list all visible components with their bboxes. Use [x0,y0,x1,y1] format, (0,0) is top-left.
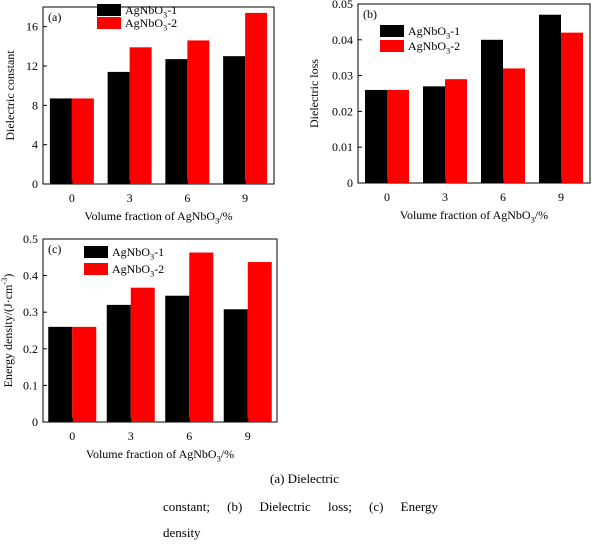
bar-2 [187,40,210,184]
plot-frame [42,238,278,423]
chart-panel: 0 0.01 0.02 0.03 0.04 0.05 0 3 6 9 (b) Volume fract… [307,0,591,225]
y-tick-label: 0.5 [23,232,38,246]
x-tick-label: 3 [442,190,448,204]
caption-word: loss; [327,499,352,514]
caption-word: Dielectric [259,499,311,514]
y-tick-label: 16 [26,20,38,34]
legend-swatch [97,17,121,29]
bar-1 [49,98,72,184]
y-tick-label: 0 [347,176,353,190]
caption-word: (c) [369,499,384,514]
x-axis-label: Volume fraction of AgNbO3/% [84,209,232,226]
chart-panel: 0 4 8 12 16 0 3 6 9 (a) Volume fraction of AgNbO3/… [3,3,275,226]
bar-2 [71,98,94,184]
y-tick-label: 0.01 [332,140,353,154]
x-tick-label: 0 [69,429,75,443]
bar-1 [165,295,190,422]
y-tick-label: 12 [26,59,38,73]
x-tick-label: 9 [242,191,248,205]
x-tick-label: 3 [127,191,133,205]
bar-1 [365,89,387,183]
caption-line-3: density [163,525,201,540]
x-tick-label: 0 [384,190,390,204]
plot-frame [42,6,275,185]
bar-2 [247,262,272,422]
bar-1 [539,14,561,183]
y-tick-label: 0.02 [332,104,353,118]
panel-label: (b) [363,7,377,21]
x-tick-label: 0 [69,191,75,205]
x-axis-label: Volume fraction of AgNbO3/% [400,208,548,225]
x-tick-label: 9 [558,190,564,204]
bar-1 [106,304,131,422]
x-tick-label: 3 [128,429,134,443]
panel-label: (a) [48,10,61,24]
x-tick-label: 6 [500,190,506,204]
legend-swatch [97,4,121,16]
bar-2 [129,47,152,184]
caption-line-1: (a) Dielectric [270,471,339,486]
y-axis-label: Energy density/(J·cm-3) [0,274,15,388]
legend-swatch [84,246,108,258]
bar-2 [387,89,409,183]
x-tick-label: 9 [245,429,251,443]
panel-label: (c) [48,242,61,256]
caption-word: Energy [400,499,438,514]
y-tick-label: 4 [32,138,38,152]
legend-label: AgNbO3-1 [112,245,164,262]
bar-1 [165,59,188,184]
bar-1 [423,86,445,183]
y-tick-label: 8 [32,98,38,112]
caption-word: (b) [227,499,243,514]
bar-2 [503,68,525,183]
plot-frame [357,3,591,184]
bar-1 [481,39,503,183]
x-tick-label: 6 [184,191,190,205]
bar-2 [245,12,268,185]
legend-swatch [380,25,404,37]
bar-1 [107,71,130,184]
bar-2 [189,252,214,422]
y-tick-label: 0 [32,415,38,429]
bar-1 [48,326,73,422]
bar-2 [445,79,467,183]
bar-2 [561,32,583,183]
x-axis-label: Volume fraction of AgNbO3/% [86,447,234,464]
legend-label: AgNbO3-2 [112,262,164,279]
legend-label: AgNbO3-2 [408,39,460,56]
legend-swatch [380,40,404,52]
chart-panel: 0 0.1 0.2 0.3 0.4 0.5 0 3 6 9 (c) Volume fraction o… [0,232,278,464]
y-tick-label: 0 [32,177,38,191]
x-tick-label: 6 [186,429,192,443]
figure: 0 4 8 12 16 0 3 6 9 (a) Volume fraction of AgNbO3/… [0,0,591,464]
bar-1 [223,56,246,184]
y-tick-label: 0.2 [23,342,38,356]
y-tick-label: 0.03 [332,69,353,83]
y-axis-label: Dielectric loss [307,59,321,128]
bar-1 [223,309,248,422]
y-axis-label: Dielectric constant [3,50,17,141]
caption-line-2: constant; (b) Dielectric loss; (c) Energ… [163,499,438,515]
bar-2 [72,326,97,422]
y-tick-label: 0.3 [23,305,38,319]
y-tick-label: 0.4 [23,269,38,283]
bar-2 [130,287,155,422]
legend-label: AgNbO3-2 [125,16,177,33]
caption-word: constant; [163,499,210,514]
y-tick-label: 0.1 [23,378,38,392]
y-tick-label: 0.05 [332,0,353,11]
y-tick-label: 0.04 [332,33,353,47]
legend-swatch [84,263,108,275]
